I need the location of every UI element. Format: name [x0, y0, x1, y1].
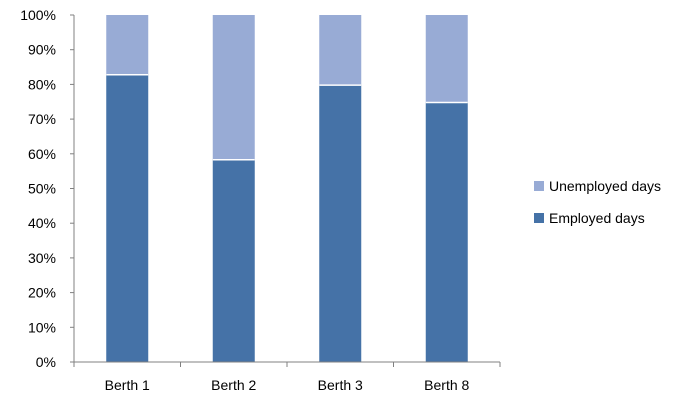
- y-tick-label-90: 90%: [28, 42, 56, 58]
- legend-label-employed-days: Employed days: [549, 210, 645, 226]
- bar-unemployed-days-berth-1: [106, 15, 149, 74]
- bar-employed-days-berth-3: [319, 84, 362, 363]
- y-tick-label-100: 100%: [20, 7, 56, 23]
- y-tick-label-80: 80%: [28, 76, 56, 92]
- legend-swatch-employed-days: [534, 213, 544, 223]
- y-tick-label-70: 70%: [28, 111, 56, 127]
- legend-item-employed-days: Employed days: [534, 208, 700, 228]
- x-tick-label-berth-2: Berth 2: [211, 377, 256, 393]
- legend: Unemployed days Employed days: [534, 176, 700, 240]
- bar-employed-days-berth-8: [425, 101, 468, 362]
- y-tick-label-50: 50%: [28, 181, 56, 197]
- bar-unemployed-days-berth-8: [425, 15, 468, 102]
- bar-unemployed-days-berth-2: [212, 15, 255, 160]
- y-tick-label-0: 0%: [36, 354, 56, 370]
- legend-swatch-unemployed-days: [534, 181, 544, 191]
- y-tick-label-20: 20%: [28, 285, 56, 301]
- y-tick-label-30: 30%: [28, 250, 56, 266]
- x-tick-label-berth-8: Berth 8: [424, 377, 469, 393]
- bar-employed-days-berth-1: [106, 73, 149, 363]
- bars-layer: [106, 15, 468, 363]
- bar-unemployed-days-berth-3: [319, 15, 362, 85]
- labels-layer: Berth 1 Berth 2 Berth 3 Berth 8 0% 10% 20% 30% 4…: [20, 7, 469, 393]
- y-tick-label-10: 10%: [28, 319, 56, 335]
- legend-item-unemployed-days: Unemployed days: [534, 176, 700, 196]
- bar-employed-days-berth-2: [212, 159, 255, 362]
- y-tick-label-60: 60%: [28, 146, 56, 162]
- axes-layer: [70, 14, 501, 367]
- x-tick-label-berth-3: Berth 3: [318, 377, 363, 393]
- x-tick-label-berth-1: Berth 1: [105, 377, 150, 393]
- legend-label-unemployed-days: Unemployed days: [549, 178, 662, 194]
- y-tick-label-40: 40%: [28, 215, 56, 231]
